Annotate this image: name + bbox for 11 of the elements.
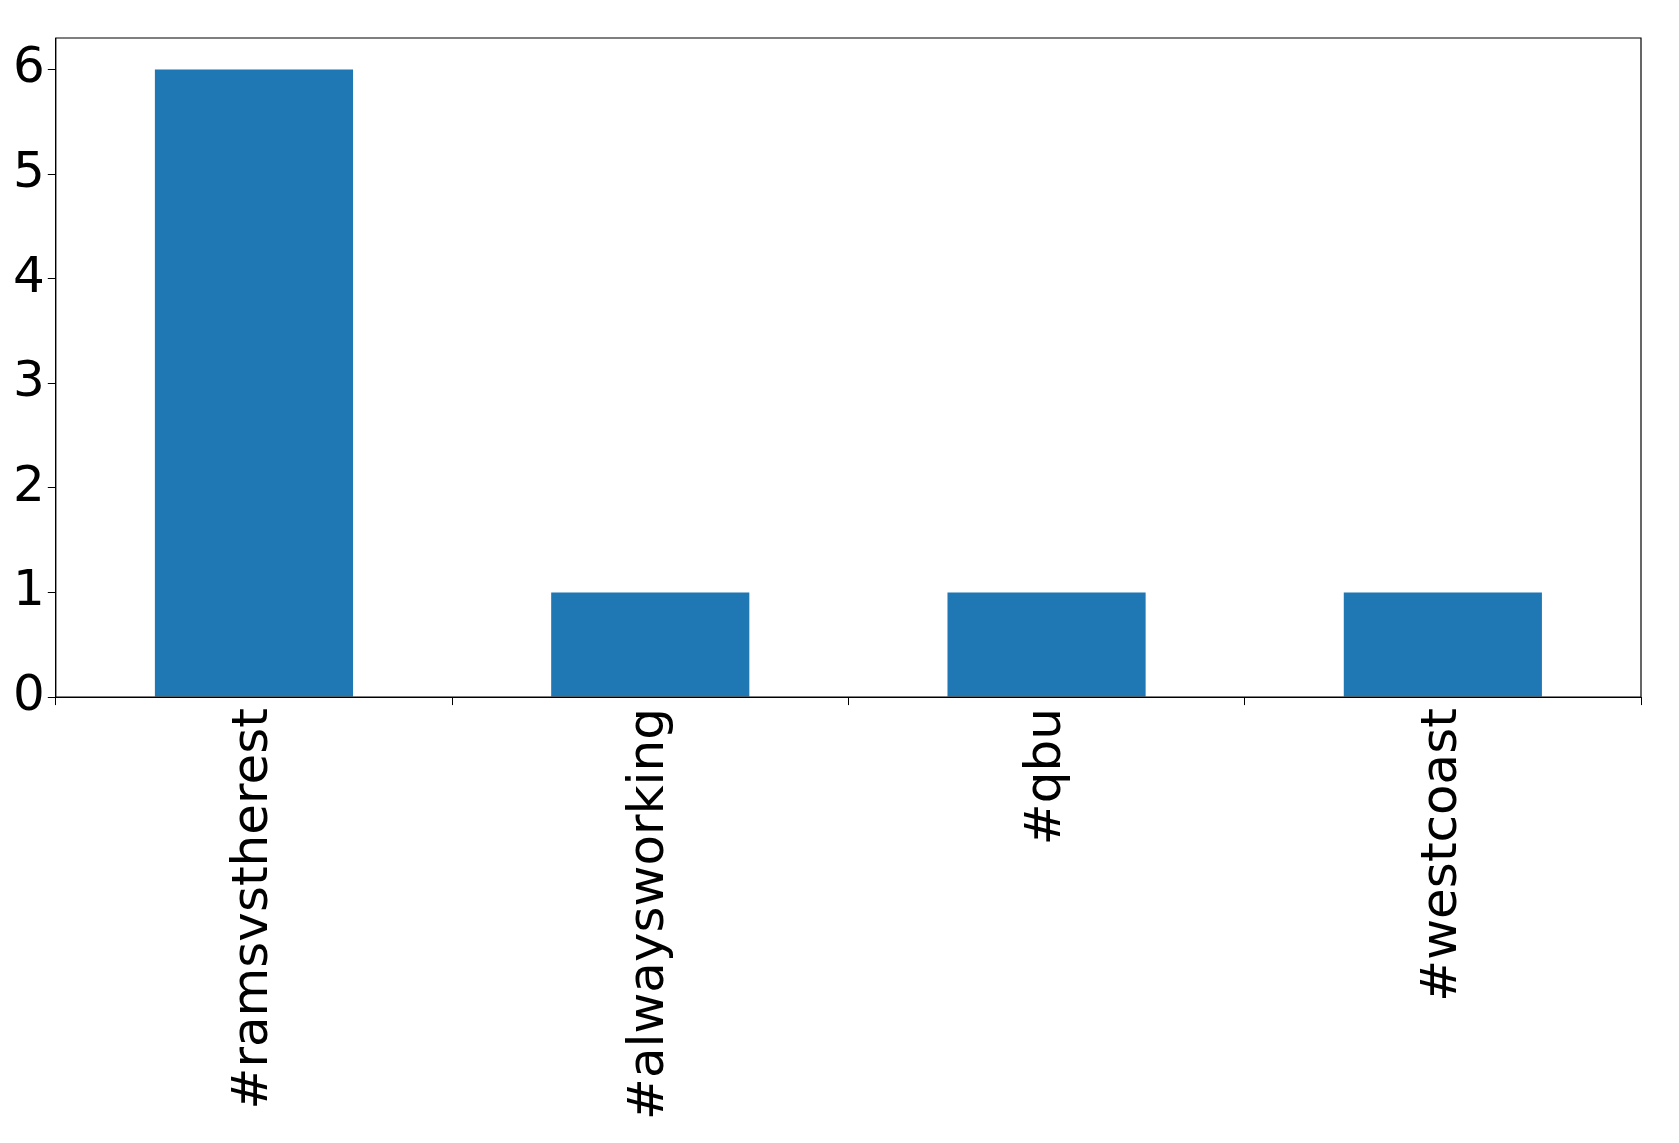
y-tick-label: 3 xyxy=(13,350,45,409)
y-tick-label: 6 xyxy=(13,36,45,95)
x-tick-label: #westcoast xyxy=(1409,708,1468,1002)
y-tick-label: 2 xyxy=(13,454,45,513)
y-tick-label: 4 xyxy=(13,245,45,304)
y-tick-label: 0 xyxy=(13,664,45,723)
x-tick-label: #qbu xyxy=(1013,708,1072,846)
y-tick-label: 5 xyxy=(13,140,45,199)
x-tick-label: #ramsvstherest xyxy=(220,708,279,1110)
y-tick-label: 1 xyxy=(13,559,45,618)
x-tick-label: #alwaysworking xyxy=(617,708,676,1121)
